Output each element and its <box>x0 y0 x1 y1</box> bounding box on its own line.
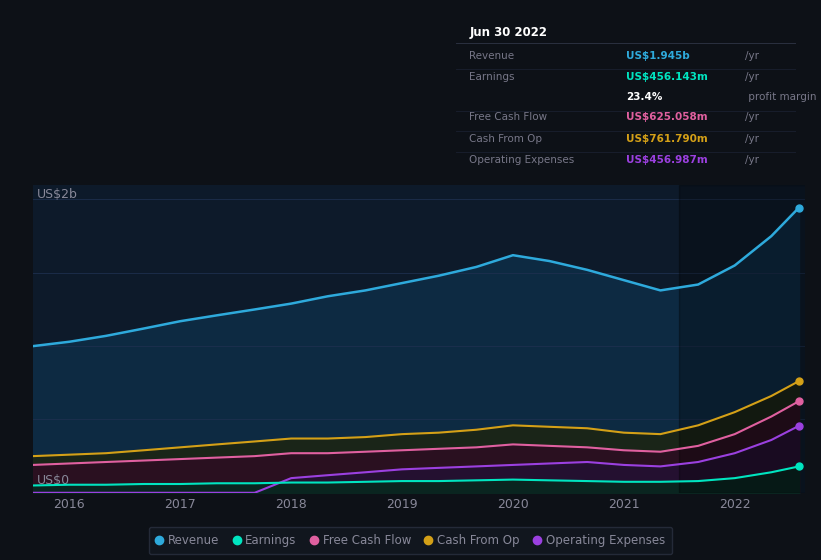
Text: US$761.790m: US$761.790m <box>626 134 708 144</box>
Text: Cash From Op: Cash From Op <box>470 134 543 144</box>
Text: Earnings: Earnings <box>470 72 515 82</box>
Bar <box>679 185 807 493</box>
Text: Revenue: Revenue <box>470 51 515 60</box>
Text: Jun 30 2022: Jun 30 2022 <box>470 26 548 39</box>
Text: /yr: /yr <box>745 156 759 165</box>
Text: US$456.987m: US$456.987m <box>626 156 708 165</box>
Text: Free Cash Flow: Free Cash Flow <box>470 113 548 122</box>
Text: 23.4%: 23.4% <box>626 92 663 102</box>
Text: /yr: /yr <box>745 72 759 82</box>
Text: /yr: /yr <box>745 134 759 144</box>
Legend: Revenue, Earnings, Free Cash Flow, Cash From Op, Operating Expenses: Revenue, Earnings, Free Cash Flow, Cash … <box>149 527 672 554</box>
Text: profit margin: profit margin <box>745 92 817 102</box>
Text: US$2b: US$2b <box>37 188 77 201</box>
Text: US$1.945b: US$1.945b <box>626 51 690 60</box>
Text: /yr: /yr <box>745 113 759 122</box>
Text: Operating Expenses: Operating Expenses <box>470 156 575 165</box>
Text: /yr: /yr <box>745 51 759 60</box>
Text: US$0: US$0 <box>37 474 70 487</box>
Text: US$625.058m: US$625.058m <box>626 113 708 122</box>
Text: US$456.143m: US$456.143m <box>626 72 708 82</box>
